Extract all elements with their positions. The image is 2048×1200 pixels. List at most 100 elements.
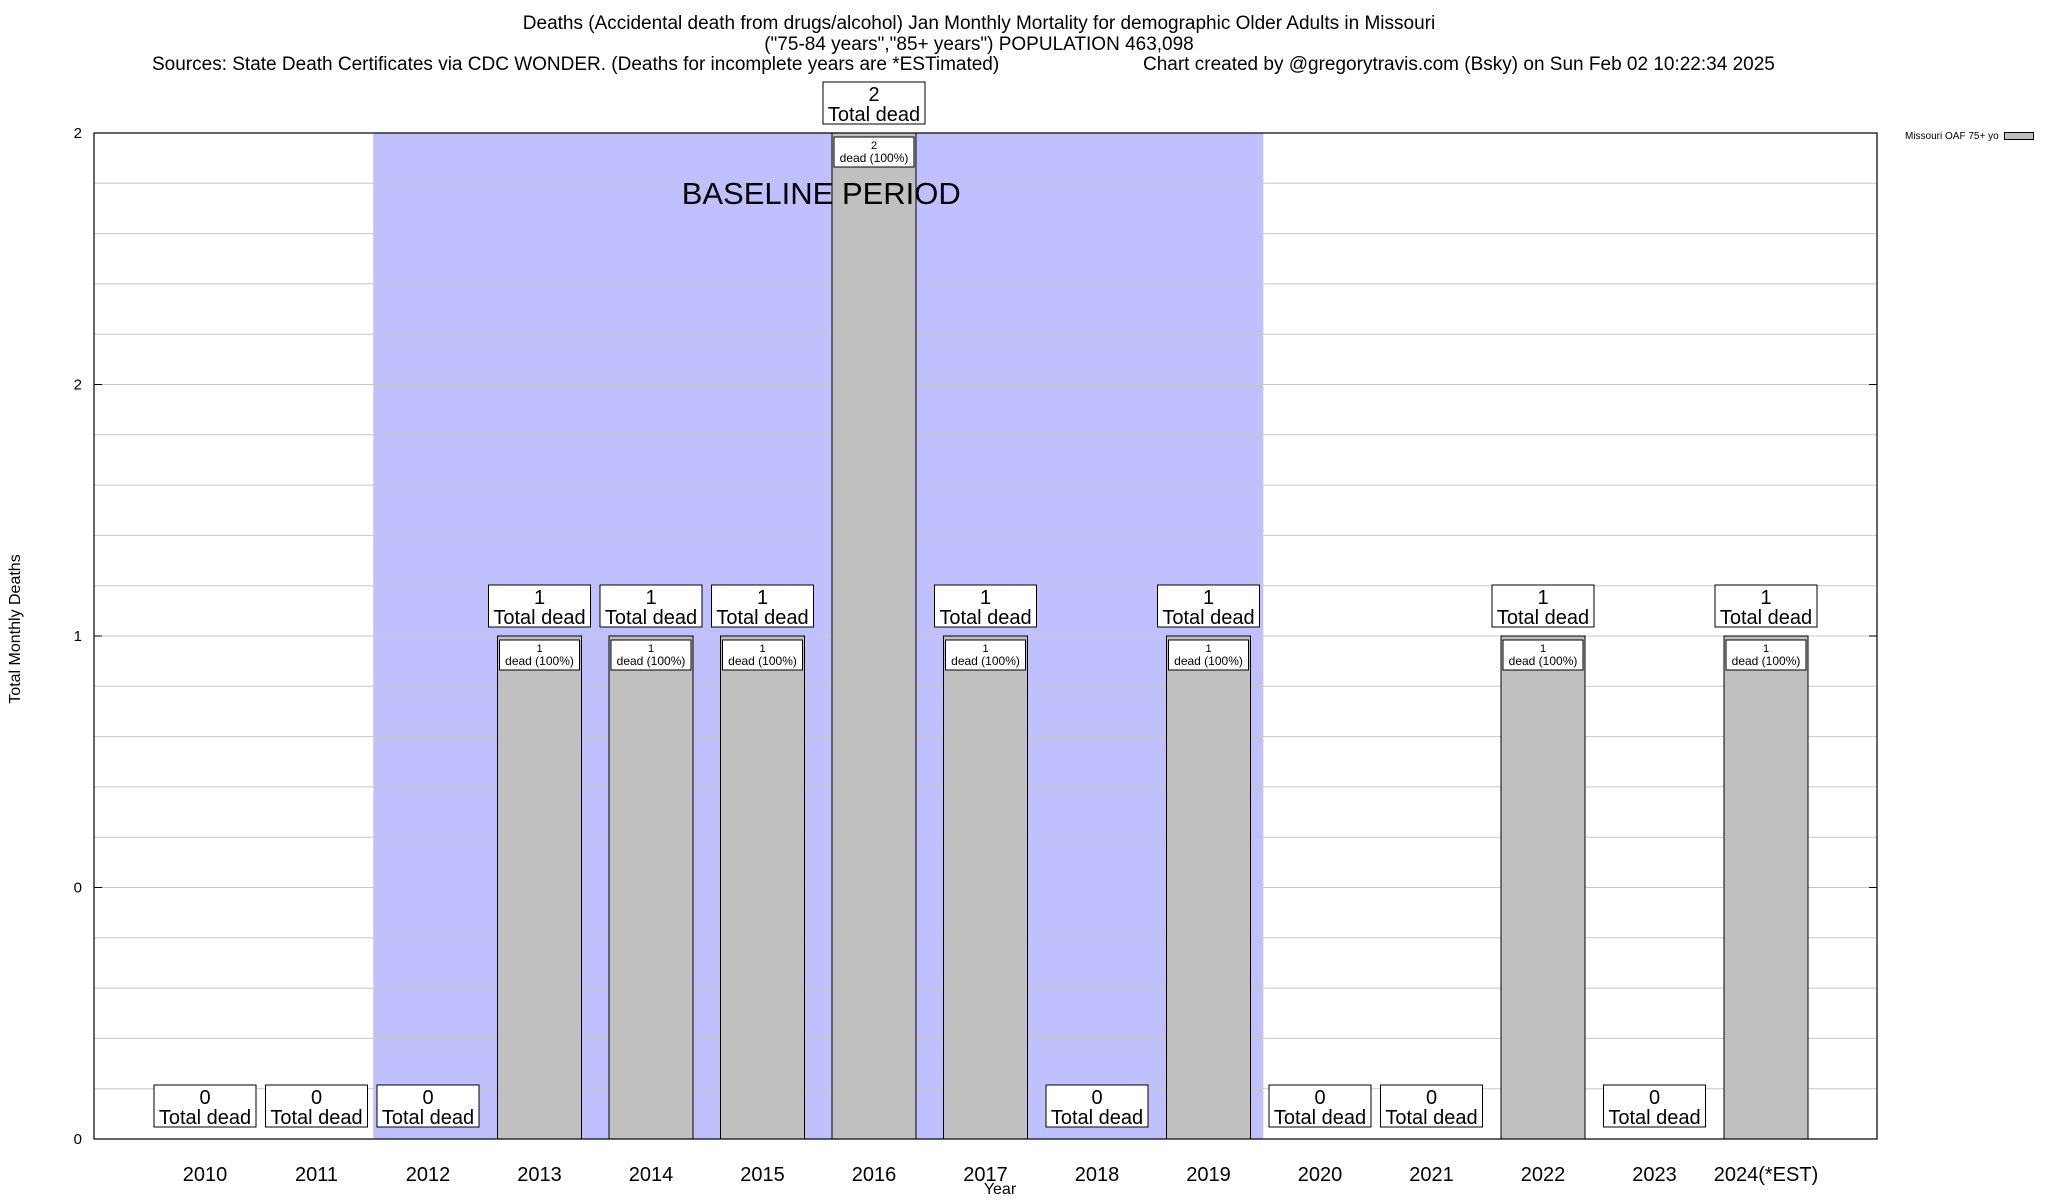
bar-inner-label: dead (100%) <box>840 151 909 165</box>
bar-inner-label-box <box>945 639 1026 671</box>
total-label-box <box>822 81 926 125</box>
total-value: 2 <box>868 84 879 106</box>
bar-inner-label-box <box>833 136 915 168</box>
total-value: 1 <box>1203 587 1214 609</box>
bar <box>1166 635 1251 1140</box>
bar-inner-label-box <box>610 639 692 671</box>
x-tick-label: 2021 <box>1409 1164 1454 1186</box>
x-tick-label: 2012 <box>406 1164 451 1186</box>
total-label-box <box>1714 584 1818 628</box>
x-tick-label: 2018 <box>1075 1164 1120 1186</box>
total-value: 0 <box>422 1087 433 1109</box>
total-value: 1 <box>534 587 545 609</box>
x-tick-label: 2017 <box>963 1164 1008 1186</box>
chart-subtitle: ("75-84 years","85+ years") POPULATION 4… <box>764 34 1194 55</box>
total-label-box <box>153 1084 257 1128</box>
y-tick-label: 2 <box>74 125 82 142</box>
bar-inner-label: dead (100%) <box>1509 654 1578 668</box>
bar-inner-value: 1 <box>536 643 542 655</box>
y-tick-label: 0 <box>74 1131 82 1148</box>
bar-inner-value: 1 <box>648 643 654 655</box>
total-value: 1 <box>1537 587 1548 609</box>
total-label-box <box>1491 584 1595 628</box>
x-tick-label: 2015 <box>740 1164 785 1186</box>
bar <box>831 132 917 1140</box>
total-label: Total dead <box>493 607 585 629</box>
bar-inner-label: dead (100%) <box>1174 654 1243 668</box>
x-tick-label: 2024(*EST) <box>1714 1164 1819 1186</box>
total-label-box <box>1157 584 1260 628</box>
x-tick-label: 2014 <box>629 1164 674 1186</box>
bar-inner-value: 1 <box>1205 643 1211 655</box>
legend-swatch <box>2003 132 2034 141</box>
total-label-box <box>1268 1084 1372 1128</box>
total-label: Total dead <box>716 607 808 629</box>
baseline-period-label: BASELINE PERIOD <box>682 176 961 211</box>
bar-inner-label: dead (100%) <box>617 654 686 668</box>
total-label: Total dead <box>270 1107 362 1129</box>
total-label-box <box>1603 1084 1706 1128</box>
x-tick-label: 2010 <box>183 1164 228 1186</box>
total-label-box <box>376 1084 480 1128</box>
bar-inner-label-box <box>722 639 803 671</box>
total-label: Total dead <box>159 1107 251 1129</box>
y-tick-label: 1 <box>74 628 82 645</box>
total-label: Total dead <box>939 607 1031 629</box>
x-tick-label: 2011 <box>295 1164 338 1186</box>
bar <box>608 635 694 1140</box>
bar <box>1723 635 1809 1140</box>
total-label-box <box>934 584 1037 628</box>
total-label: Total dead <box>1385 1107 1477 1129</box>
total-label: Total dead <box>1720 607 1812 629</box>
bar-inner-value: 1 <box>1763 643 1769 655</box>
y-tick-label: 0 <box>74 880 82 897</box>
chart-sources: Sources: State Death Certificates via CD… <box>152 54 1000 75</box>
legend-entry-label: Missouri OAF 75+ yo <box>1905 131 1999 142</box>
total-label: Total dead <box>1497 607 1589 629</box>
total-label-box <box>1045 1084 1149 1128</box>
bar-inner-label: dead (100%) <box>1732 654 1801 668</box>
x-tick-label: 2020 <box>1298 1164 1343 1186</box>
bar <box>720 635 805 1140</box>
x-axis-label: Year <box>983 1181 1017 1198</box>
total-value: 1 <box>757 587 768 609</box>
total-value: 0 <box>1426 1087 1437 1109</box>
total-value: 1 <box>645 587 656 609</box>
bar-inner-label: dead (100%) <box>728 654 797 668</box>
total-value: 0 <box>1091 1087 1102 1109</box>
bar-inner-label-box <box>1725 639 1807 671</box>
x-tick-label: 2019 <box>1186 1164 1231 1186</box>
bar <box>943 635 1028 1140</box>
chart-title: Deaths (Accidental death from drugs/alco… <box>522 13 1436 34</box>
total-label-box <box>1380 1084 1483 1128</box>
total-value: 0 <box>1314 1087 1325 1109</box>
y-tick-label: 2 <box>74 377 82 394</box>
total-value: 0 <box>311 1087 322 1109</box>
total-label-box <box>265 1084 368 1128</box>
total-value: 0 <box>199 1087 210 1109</box>
plot-frame <box>93 132 1878 1140</box>
bar <box>1500 635 1586 1140</box>
bar-inner-label: dead (100%) <box>951 654 1020 668</box>
bar-inner-value: 1 <box>1540 643 1546 655</box>
chart-credit: Chart created by @gregorytravis.com (Bsk… <box>1143 54 1775 75</box>
total-label: Total dead <box>1274 1107 1366 1129</box>
total-label: Total dead <box>382 1107 474 1129</box>
bar-inner-value: 2 <box>871 140 877 152</box>
x-tick-label: 2016 <box>852 1164 897 1186</box>
total-label: Total dead <box>1162 607 1254 629</box>
x-tick-label: 2013 <box>517 1164 562 1186</box>
bar <box>497 635 582 1140</box>
legend: Missouri OAF 75+ yo <box>1905 131 2034 142</box>
total-label: Total dead <box>828 104 920 126</box>
total-label-box <box>488 584 591 628</box>
total-value: 1 <box>980 587 991 609</box>
bar-inner-label-box <box>1168 639 1249 671</box>
total-label-box <box>599 584 703 628</box>
x-tick-label: 2023 <box>1632 1164 1677 1186</box>
x-tick-label: 2022 <box>1521 1164 1566 1186</box>
total-label: Total dead <box>1608 1107 1700 1129</box>
bar-inner-label: dead (100%) <box>505 654 574 668</box>
total-value: 1 <box>1760 587 1771 609</box>
